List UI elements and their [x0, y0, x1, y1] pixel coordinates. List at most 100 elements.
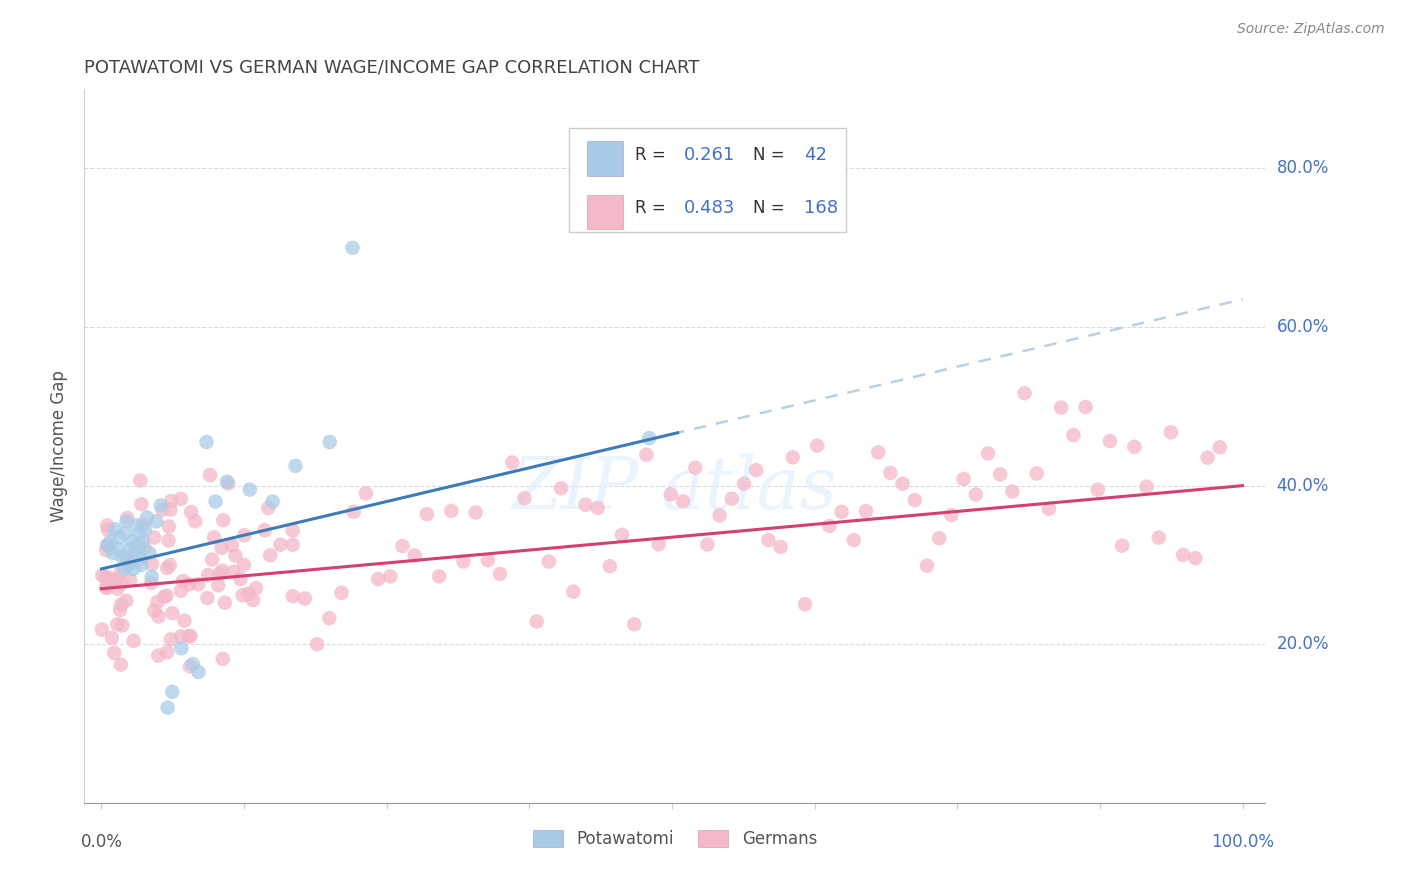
- Point: [159, 558, 181, 573]
- Point: [120, 534, 142, 549]
- Point: [114, 526, 136, 541]
- Y-axis label: Wage/Income Gap: Wage/Income Gap: [51, 370, 69, 522]
- Point: [709, 508, 731, 523]
- Text: N =: N =: [752, 200, 790, 218]
- Point: [281, 589, 304, 603]
- Point: [201, 552, 224, 566]
- Point: [318, 611, 340, 625]
- Point: [212, 513, 235, 527]
- Text: R =: R =: [634, 200, 671, 218]
- Text: 20.0%: 20.0%: [1277, 635, 1329, 653]
- Point: [115, 514, 138, 528]
- Point: [307, 637, 329, 651]
- Point: [977, 446, 1000, 460]
- Point: [330, 586, 353, 600]
- Point: [100, 573, 122, 587]
- Point: [107, 582, 129, 596]
- Point: [537, 555, 560, 569]
- Point: [721, 491, 744, 506]
- Point: [148, 648, 170, 663]
- Point: [440, 504, 463, 518]
- Point: [115, 549, 138, 564]
- Point: [110, 564, 132, 578]
- Point: [100, 534, 122, 549]
- Point: [988, 467, 1011, 482]
- Point: [197, 568, 219, 582]
- Point: [758, 533, 780, 547]
- Point: [284, 458, 307, 473]
- Point: [221, 538, 243, 552]
- Point: [831, 505, 853, 519]
- Point: [107, 542, 129, 557]
- Point: [104, 522, 127, 536]
- Point: [153, 590, 176, 604]
- Point: [120, 573, 142, 587]
- Point: [1173, 548, 1195, 562]
- Point: [238, 587, 260, 601]
- Point: [1160, 425, 1182, 440]
- Point: [623, 617, 645, 632]
- Point: [842, 533, 865, 547]
- Point: [391, 539, 413, 553]
- Point: [1038, 501, 1060, 516]
- Point: [416, 507, 439, 521]
- Point: [156, 700, 179, 714]
- Text: 0.261: 0.261: [685, 146, 735, 164]
- Point: [794, 597, 817, 611]
- Point: [150, 503, 173, 517]
- Point: [550, 481, 572, 495]
- Text: N =: N =: [752, 146, 790, 164]
- Point: [170, 641, 193, 656]
- Point: [281, 538, 304, 552]
- Point: [184, 514, 207, 528]
- Point: [1135, 480, 1157, 494]
- Point: [1098, 434, 1121, 448]
- Point: [156, 645, 179, 659]
- Point: [868, 445, 890, 459]
- Point: [427, 569, 450, 583]
- Point: [125, 546, 148, 560]
- Point: [1074, 400, 1097, 414]
- Point: [96, 543, 118, 558]
- Point: [586, 500, 609, 515]
- Point: [211, 541, 233, 555]
- Point: [181, 657, 204, 671]
- Point: [501, 456, 523, 470]
- Point: [149, 499, 172, 513]
- Point: [259, 549, 281, 563]
- Point: [179, 659, 201, 673]
- Point: [879, 466, 901, 480]
- Point: [108, 603, 131, 617]
- Point: [354, 486, 377, 500]
- Point: [122, 633, 145, 648]
- Point: [245, 581, 267, 595]
- Text: 60.0%: 60.0%: [1277, 318, 1329, 336]
- Point: [574, 498, 596, 512]
- Point: [131, 497, 153, 511]
- Text: POTAWATOMI VS GERMAN WAGE/INCOME GAP CORRELATION CHART: POTAWATOMI VS GERMAN WAGE/INCOME GAP COR…: [84, 59, 700, 77]
- Point: [952, 472, 974, 486]
- Legend: Potawatomi, Germans: Potawatomi, Germans: [526, 823, 824, 855]
- Point: [1014, 386, 1036, 401]
- Text: ZIP atlas: ZIP atlas: [512, 453, 838, 524]
- Point: [97, 538, 120, 552]
- Point: [211, 652, 233, 666]
- Text: 40.0%: 40.0%: [1277, 476, 1329, 495]
- Point: [513, 491, 536, 505]
- Point: [91, 568, 114, 582]
- Point: [98, 571, 121, 585]
- Point: [262, 494, 284, 508]
- Point: [343, 505, 366, 519]
- Point: [160, 685, 183, 699]
- Point: [367, 572, 389, 586]
- Point: [146, 595, 169, 609]
- Point: [1111, 539, 1133, 553]
- Point: [125, 518, 148, 533]
- Point: [342, 241, 364, 255]
- Point: [207, 578, 229, 592]
- Point: [380, 569, 402, 583]
- Point: [120, 555, 142, 569]
- Point: [129, 474, 152, 488]
- Point: [270, 538, 292, 552]
- Point: [855, 504, 877, 518]
